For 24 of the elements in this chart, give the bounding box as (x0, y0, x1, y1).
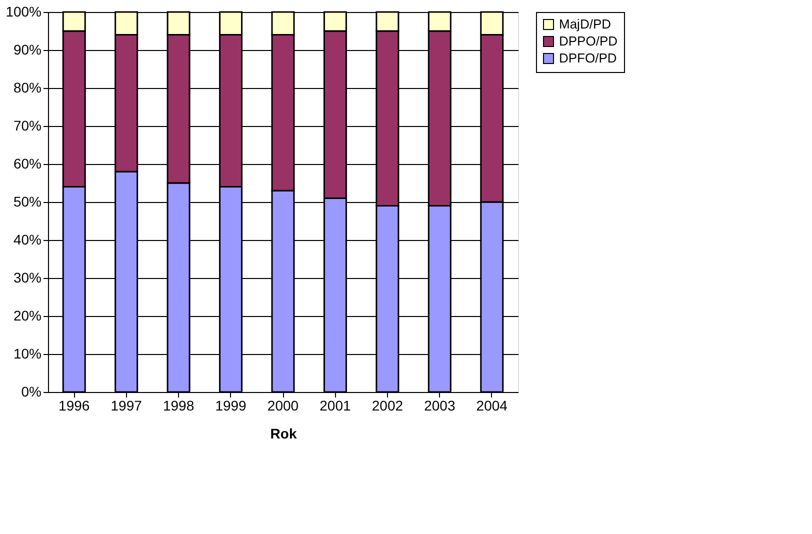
y-tick-label: 70% (13, 118, 42, 134)
y-tick-label: 80% (13, 80, 42, 96)
y-tick-label: 10% (13, 346, 42, 362)
y-tick-label: 0% (21, 384, 42, 400)
y-tick-label: 100% (6, 4, 42, 20)
legend-label: MajD/PD (559, 16, 612, 32)
y-tick-label: 30% (13, 270, 42, 286)
y-tick-label: 50% (13, 194, 42, 210)
x-tick-label: 1999 (215, 398, 247, 414)
legend-label: DPFO/PD (559, 50, 617, 66)
x-tick-label: 2000 (267, 398, 299, 414)
y-tick-label: 20% (13, 308, 42, 324)
y-tick-label: 90% (13, 42, 42, 58)
x-tick-label: 1996 (58, 398, 90, 414)
x-tick-label: 2002 (372, 398, 404, 414)
x-tick-label: 1997 (110, 398, 142, 414)
x-tick-label: 2001 (320, 398, 352, 414)
x-axis-title: Rok (270, 426, 297, 442)
y-tick-label: 40% (13, 232, 42, 248)
y-tick-label: 60% (13, 156, 42, 172)
x-tick-label: 2004 (476, 398, 508, 414)
legend-label: DPPO/PD (559, 34, 618, 48)
x-tick-label: 1998 (162, 398, 194, 414)
x-tick-label: 2003 (424, 398, 456, 414)
